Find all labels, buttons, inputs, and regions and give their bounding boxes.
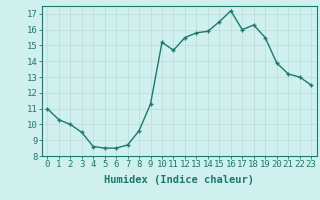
- X-axis label: Humidex (Indice chaleur): Humidex (Indice chaleur): [104, 175, 254, 185]
